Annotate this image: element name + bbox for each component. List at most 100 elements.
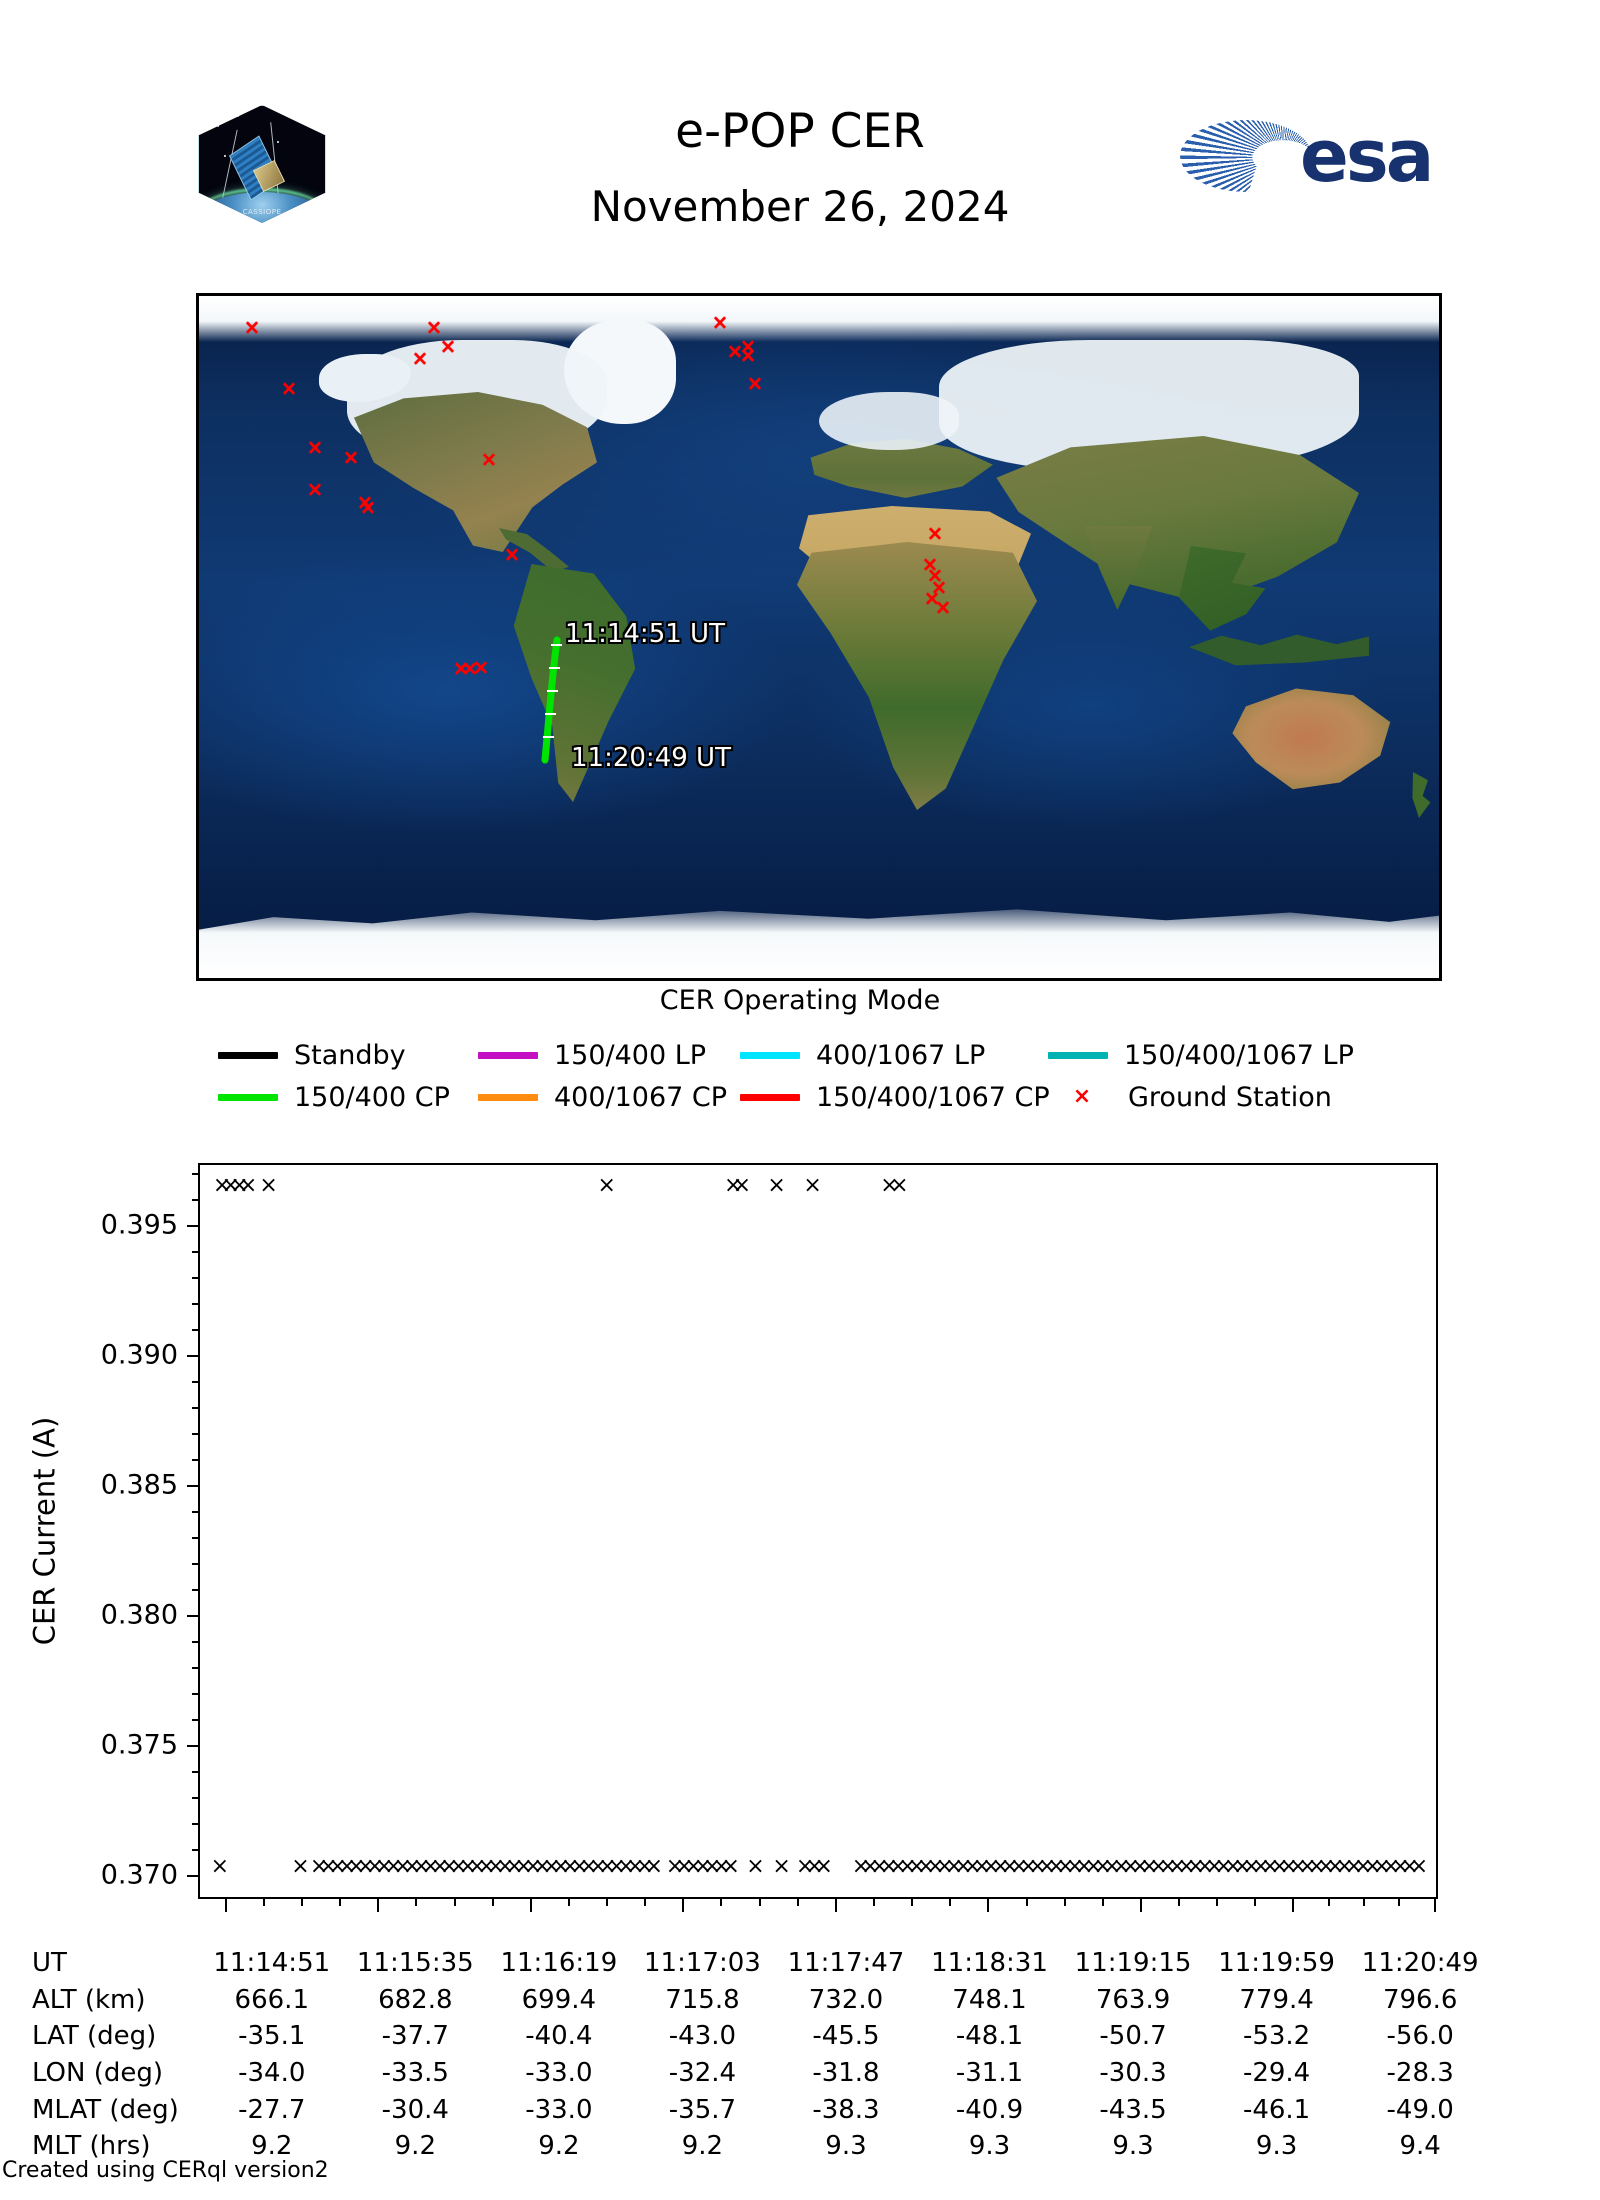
ephemeris-table: UT 11:14:51 11:15:35 11:16:19 11:17:03 11:17:… — [32, 1945, 1492, 2165]
legend-label: 150/400 LP — [554, 1039, 707, 1071]
data-point-marker: × — [337, 1854, 357, 1880]
data-point-marker: × — [1065, 1854, 1085, 1880]
x-axis-minor-tick — [644, 1897, 647, 1906]
ground-station-marker: × — [280, 375, 298, 400]
table-cell: 748.1 — [952, 1984, 1027, 2015]
table-cell: 9.2 — [681, 2131, 724, 2162]
data-point-marker: × — [772, 1854, 791, 1880]
data-point-marker: × — [365, 1854, 385, 1880]
table-cell: 9.3 — [825, 2131, 867, 2162]
table-cell: -27.7 — [238, 2094, 306, 2125]
y-axis-major-tick — [187, 1874, 200, 1877]
table-cell: 9.3 — [1255, 2131, 1298, 2162]
table-cell: 11:19:15 — [1074, 1948, 1192, 1978]
legend-color-swatch — [218, 1051, 278, 1059]
data-point-marker: × — [384, 1854, 403, 1880]
x-axis-minor-tick — [301, 1897, 304, 1906]
plot-data-area: × × × × × × × × × × × × × × × × × × × × × × × × × × × × × × × × × × × × × × × ×… — [200, 1165, 1436, 1897]
data-point-marker: × — [1307, 1854, 1326, 1880]
table-cell: -33.0 — [525, 2058, 593, 2089]
data-point-marker: × — [412, 1854, 431, 1880]
cassiope-mission-logo: CASSIOPE — [198, 105, 326, 223]
data-point-marker: × — [393, 1854, 412, 1880]
world-map-canvas: × × × × × × × × × × × × × × × × × × × × × × × × × × 11:14:51 UT 1… — [199, 296, 1439, 978]
data-point-marker: × — [926, 1854, 945, 1880]
data-point-marker: × — [954, 1854, 973, 1880]
table-row-label: LON (deg) — [32, 2058, 164, 2089]
x-axis-major-tick — [224, 1897, 227, 1912]
table-cell: -31.1 — [955, 2058, 1024, 2089]
data-point-marker: × — [879, 1854, 899, 1880]
data-point-marker: × — [1279, 1854, 1298, 1880]
data-point-marker: × — [907, 1854, 926, 1880]
y-axis-major-tick — [187, 1614, 200, 1617]
data-point-marker: × — [1195, 1854, 1215, 1880]
data-point-marker: × — [259, 1172, 278, 1198]
antarctic-ice — [199, 909, 1439, 978]
table-cell: -33.5 — [381, 2058, 449, 2089]
ground-station-marker: × — [452, 656, 470, 681]
data-point-marker: × — [814, 1854, 833, 1880]
legend-row: 150/400 CP 400/1067 CP 150/400/1067 CP × Gro… — [0, 1077, 1600, 1117]
x-axis-major-tick — [377, 1897, 380, 1912]
data-point-marker: × — [1000, 1854, 1019, 1880]
x-axis-major-tick — [834, 1897, 837, 1912]
table-row: LAT (deg) -35.1 -37.7 -40.4 -43.0 -45.5 -48.1 -… — [32, 2018, 1492, 2055]
ground-station-marker: × — [739, 333, 757, 358]
x-axis-minor-tick — [720, 1897, 723, 1906]
table-row: LON (deg) -34.0 -33.5 -33.0 -32.4 -31.8 -31.1 -… — [32, 2055, 1492, 2092]
data-point-marker: × — [972, 1854, 992, 1880]
y-axis-tick-label: 0.390 — [100, 1339, 178, 1371]
table-row-label: MLAT (deg) — [32, 2094, 179, 2125]
ground-station-marker: × — [411, 345, 429, 370]
table-row: ALT (km) 666.1 682.8 699.4 715.8 732.0 748.1 76… — [32, 1982, 1492, 2019]
data-point-marker: × — [551, 1854, 571, 1880]
legend-color-swatch — [478, 1051, 538, 1059]
data-point-marker: × — [1242, 1854, 1261, 1880]
data-point-marker: × — [291, 1854, 310, 1880]
data-point-marker: × — [1028, 1854, 1047, 1880]
table-cell: 11:14:51 — [213, 1948, 331, 1978]
data-point-marker: × — [1223, 1854, 1243, 1880]
x-axis-minor-tick — [1254, 1897, 1257, 1906]
operating-mode-legend: Standby 150/400 LP 400/1067 LP 150/400/1067… — [0, 1035, 1600, 1115]
data-point-marker: × — [505, 1854, 524, 1880]
table-cell: 682.8 — [378, 1984, 453, 2015]
data-point-marker: × — [890, 1172, 909, 1198]
table-cell: -29.4 — [1242, 2058, 1311, 2089]
data-point-marker: × — [212, 1172, 232, 1198]
legend-color-swatch — [740, 1093, 800, 1101]
data-point-marker: × — [1251, 1854, 1271, 1880]
y-axis-minor-tick — [192, 1666, 200, 1669]
ground-station-marker: × — [934, 594, 952, 619]
footer-note: Created using CERql version2 — [2, 2158, 329, 2183]
page-subtitle-date: November 26, 2024 — [590, 182, 1010, 231]
table-cell: 666.1 — [234, 1984, 309, 2015]
table-cell: -31.8 — [812, 2058, 880, 2089]
table-row-label: MLT (hrs) — [32, 2131, 151, 2162]
legend-row: Standby 150/400 LP 400/1067 LP 150/400/1067… — [0, 1035, 1600, 1075]
legend-label: 400/1067 CP — [554, 1081, 728, 1113]
y-axis-minor-tick — [192, 1250, 200, 1253]
table-cell: -53.2 — [1242, 2021, 1311, 2052]
table-cell: 732.0 — [808, 1984, 884, 2015]
data-point-marker: × — [495, 1854, 515, 1880]
x-axis-minor-tick — [262, 1897, 265, 1906]
data-point-marker: × — [309, 1854, 329, 1880]
data-point-marker: × — [803, 1172, 822, 1198]
ground-station-marker: × — [926, 563, 944, 588]
data-point-marker: × — [635, 1854, 654, 1880]
data-point-marker: × — [675, 1854, 694, 1880]
data-point-marker: × — [1019, 1854, 1038, 1880]
x-axis-minor-tick — [1327, 1897, 1330, 1906]
data-point-marker: × — [523, 1854, 543, 1880]
y-axis-tick-label: 0.395 — [100, 1209, 178, 1241]
data-point-marker: × — [542, 1854, 561, 1880]
ground-station-marker: × — [726, 339, 744, 364]
y-axis-title-text: CER Current (A) — [27, 1416, 62, 1646]
y-axis-minor-tick — [192, 1198, 200, 1201]
data-point-marker: × — [1353, 1854, 1373, 1880]
table-row: UT 11:14:51 11:15:35 11:16:19 11:17:03 11:17:… — [32, 1945, 1492, 1982]
data-point-marker: × — [560, 1854, 580, 1880]
table-cell: 9.2 — [538, 2131, 580, 2162]
